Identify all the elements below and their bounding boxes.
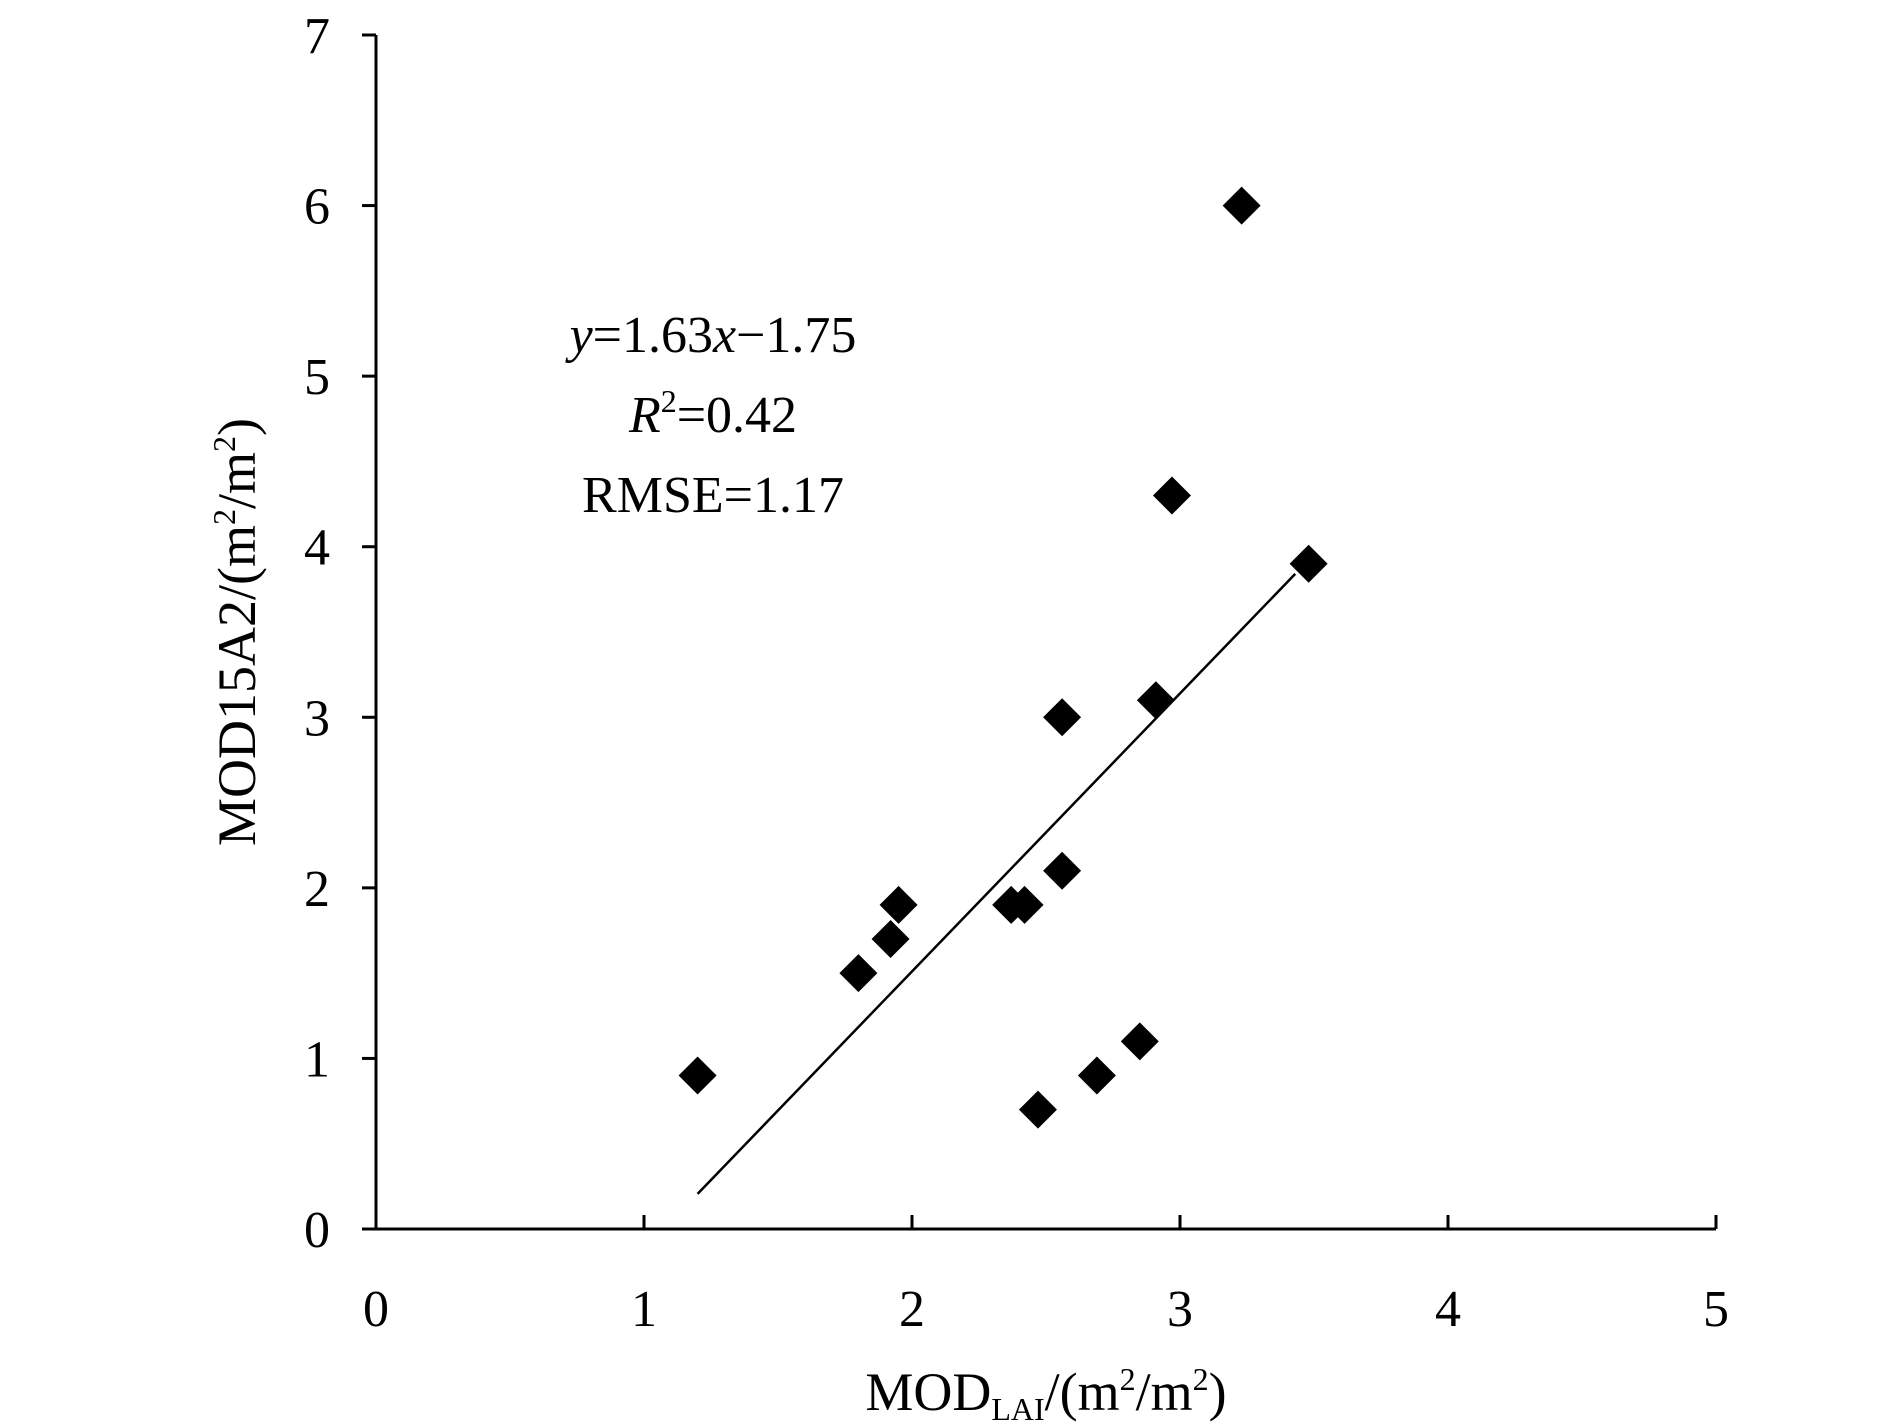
y-tick-label: 1: [304, 1031, 330, 1088]
rmse-text: RMSE=1.17: [582, 467, 844, 524]
y-tick-label: 3: [304, 690, 330, 747]
x-axis-title: MODLAI/(m2/m2): [865, 1361, 1226, 1424]
fit-line-group: [696, 572, 1297, 1195]
data-point: [1077, 1056, 1116, 1095]
data-point: [839, 954, 878, 993]
x-tick-label: 1: [631, 1281, 657, 1338]
data-point: [871, 920, 910, 959]
data-point: [1222, 186, 1261, 225]
data-point: [1018, 1090, 1057, 1129]
y-tick-label: 4: [304, 520, 330, 577]
x-tick-label: 0: [363, 1281, 389, 1338]
data-point: [1136, 681, 1175, 720]
x-tick-label: 2: [899, 1281, 925, 1338]
data-point: [879, 885, 918, 924]
r-squared-text: R2=0.42: [628, 383, 797, 444]
y-axis-title: MOD15A2/(m2/m2): [206, 418, 267, 846]
equation-text: y=1.63x−1.75: [565, 307, 857, 364]
data-point: [1005, 885, 1044, 924]
data-point: [1043, 698, 1082, 737]
data-point: [1289, 544, 1328, 583]
y-tick-label: 6: [304, 179, 330, 236]
data-point: [1043, 851, 1082, 890]
x-tick-label: 4: [1435, 1281, 1461, 1338]
data-point: [1120, 1022, 1159, 1061]
y-ticks: 0 1 2 3 4 5 6 7: [304, 8, 376, 1259]
data-point: [678, 1056, 717, 1095]
y-tick-label: 5: [304, 349, 330, 406]
y-tick-label: 2: [304, 861, 330, 918]
y-tick-label: 0: [304, 1202, 330, 1259]
x-tick-label: 5: [1703, 1281, 1729, 1338]
regression-line: [696, 572, 1297, 1195]
x-ticks: 0 1 2 3 4 5: [363, 1215, 1729, 1338]
data-point: [1152, 476, 1191, 515]
data-points: [678, 186, 1328, 1129]
y-tick-label: 7: [304, 8, 330, 65]
x-tick-label: 3: [1167, 1281, 1193, 1338]
